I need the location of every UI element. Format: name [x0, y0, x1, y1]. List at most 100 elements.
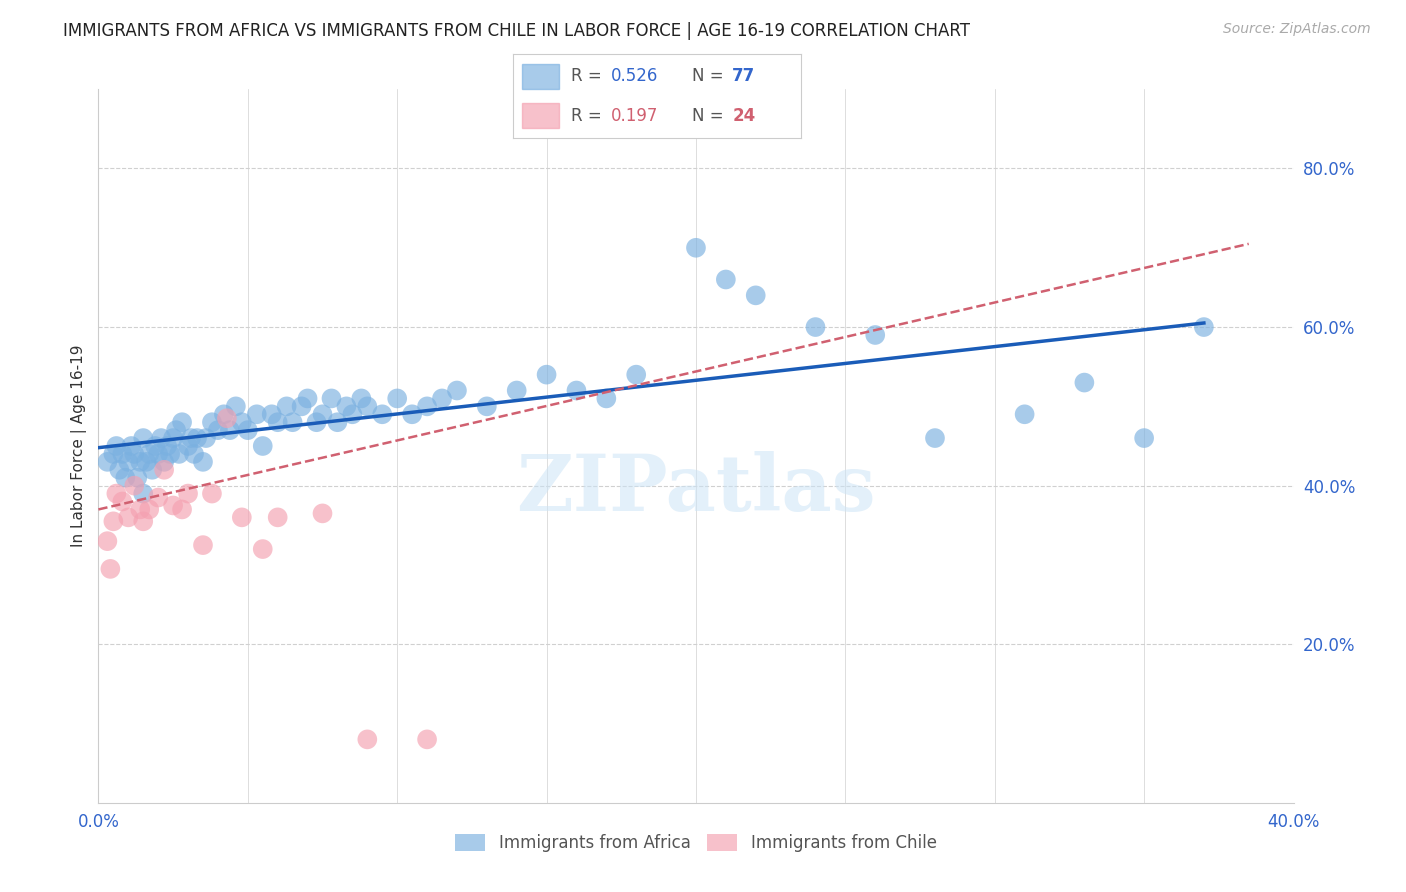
Point [156, 439, 179, 453]
Point [865, 328, 887, 343]
Point [252, 439, 274, 453]
Point [371, 407, 394, 421]
Point [138, 447, 160, 461]
Point [260, 407, 283, 421]
Text: IMMIGRANTS FROM AFRICA VS IMMIGRANTS FROM CHILE IN LABOR FORCE | AGE 16-19 CORRE: IMMIGRANTS FROM AFRICA VS IMMIGRANTS FRO… [63, 22, 970, 40]
Point [385, 392, 409, 406]
Point [804, 320, 827, 334]
Point [177, 486, 200, 500]
Text: 0.526: 0.526 [612, 67, 658, 85]
Point [165, 423, 187, 437]
Point [356, 732, 378, 747]
Point [180, 431, 202, 445]
Point [565, 384, 588, 398]
Point [183, 447, 205, 461]
Point [96, 455, 118, 469]
Point [281, 415, 304, 429]
Point [350, 392, 373, 406]
Point [124, 447, 146, 461]
Point [111, 494, 134, 508]
Point [1073, 376, 1095, 390]
Text: 0.197: 0.197 [612, 107, 658, 125]
Point [311, 507, 333, 521]
Point [626, 368, 648, 382]
Point [207, 423, 229, 437]
Point [201, 486, 224, 500]
Point [103, 447, 125, 461]
Point [475, 400, 498, 414]
Point [219, 423, 242, 437]
Bar [522, 103, 560, 128]
Text: Source: ZipAtlas.com: Source: ZipAtlas.com [1223, 22, 1371, 37]
Point [745, 288, 768, 302]
Point [595, 392, 617, 406]
Point [231, 415, 253, 429]
Point [1014, 407, 1036, 421]
Point [120, 439, 142, 453]
Point [162, 499, 184, 513]
Point [103, 514, 125, 528]
Point [236, 423, 259, 437]
Point [416, 400, 439, 414]
Point [138, 502, 160, 516]
Point [172, 415, 194, 429]
Point [342, 407, 364, 421]
Point [291, 400, 314, 414]
Point [225, 400, 247, 414]
Point [1133, 431, 1156, 445]
Y-axis label: In Labor Force | Age 16-19: In Labor Force | Age 16-19 [72, 344, 87, 548]
Point [1192, 320, 1215, 334]
Point [141, 463, 163, 477]
Point [186, 431, 208, 445]
Point [167, 447, 190, 461]
Point [150, 431, 173, 445]
Point [297, 392, 319, 406]
Point [212, 407, 235, 421]
Bar [522, 63, 560, 89]
Point [105, 439, 128, 453]
Point [335, 400, 357, 414]
Point [215, 411, 238, 425]
Point [231, 510, 253, 524]
Point [124, 478, 146, 492]
Text: R =: R = [571, 107, 607, 125]
Point [132, 486, 155, 500]
Text: ZIPatlas: ZIPatlas [516, 450, 876, 527]
Point [267, 415, 290, 429]
Point [117, 455, 139, 469]
Point [305, 415, 328, 429]
Point [321, 392, 343, 406]
Point [195, 431, 218, 445]
Point [276, 400, 298, 414]
Point [267, 510, 290, 524]
Text: R =: R = [571, 67, 607, 85]
Point [108, 463, 131, 477]
Text: N =: N = [692, 67, 728, 85]
Point [446, 384, 468, 398]
Legend: Immigrants from Africa, Immigrants from Chile: Immigrants from Africa, Immigrants from … [449, 827, 943, 859]
Point [356, 400, 378, 414]
Point [127, 471, 149, 485]
Point [132, 514, 155, 528]
Text: 77: 77 [733, 67, 755, 85]
Point [129, 455, 152, 469]
Text: 24: 24 [733, 107, 755, 125]
Point [162, 431, 184, 445]
Point [191, 455, 214, 469]
Point [506, 384, 529, 398]
Point [246, 407, 269, 421]
Point [714, 272, 737, 286]
Point [536, 368, 558, 382]
Point [129, 502, 152, 516]
Point [201, 415, 224, 429]
Point [430, 392, 453, 406]
Point [311, 407, 333, 421]
Point [685, 241, 707, 255]
Point [153, 463, 176, 477]
Text: N =: N = [692, 107, 728, 125]
Point [148, 447, 170, 461]
Point [416, 732, 439, 747]
Point [159, 447, 181, 461]
Point [143, 439, 166, 453]
Point [172, 502, 194, 516]
